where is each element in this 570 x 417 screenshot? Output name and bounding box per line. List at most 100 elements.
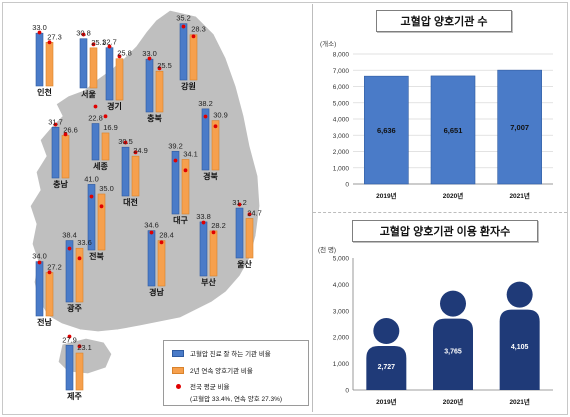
korea-map-shape [29, 9, 261, 375]
map-region-label-0: 인천 [37, 87, 52, 97]
map-bar-orange-3 [189, 34, 198, 81]
map-region-label-7: 대전 [123, 197, 138, 207]
patients-ytick-0: 0 [345, 388, 349, 395]
map-bar-orange-11 [245, 218, 254, 259]
map-bar-blue-7 [121, 146, 130, 197]
chart-title-patients: 고혈압 양호기관 이용 환자수 [352, 220, 538, 242]
map-value-blue-5: 31.7 [48, 117, 63, 126]
map-avg-dot-orange-9 [183, 168, 188, 173]
person-body-0 [366, 346, 407, 390]
institutions-xtick-2: 2021년 [509, 191, 529, 200]
panel-divider-horizontal [313, 212, 567, 213]
patients-ytick-2: 2,000 [333, 335, 350, 342]
legend-label-bar1: 고혈압 진료 잘 하는 기관 비율 [190, 351, 271, 358]
map-value-orange-1: 25.1 [91, 38, 106, 47]
person-body-1 [433, 318, 473, 390]
legend-label-dot: 전국 평균 비율 [190, 384, 230, 391]
map-value-blue-0: 33.0 [32, 23, 47, 32]
map-avg-dot-blue-14 [67, 246, 72, 251]
map-value-blue-6: 22.8 [88, 114, 103, 123]
map-value-orange-2: 25.8 [117, 49, 132, 58]
institutions-bar-1 [430, 75, 476, 185]
map-region-label-8: 경북 [203, 171, 218, 181]
legend-swatch-orange [172, 366, 184, 374]
map-bar-blue-12 [199, 221, 208, 277]
institutions-value-label-2: 7,007 [510, 123, 529, 132]
patients-ytick-3: 3,000 [333, 308, 350, 315]
map-value-orange-14: 33.6 [77, 238, 92, 247]
map-value-blue-4: 33.0 [142, 49, 157, 58]
map-avg-dot-blue-8 [203, 114, 208, 119]
map-value-blue-11: 31.2 [232, 198, 247, 207]
bar-ytick-7: 7,000 [333, 68, 350, 75]
map-value-orange-12: 28.2 [211, 221, 226, 230]
person-head-0 [373, 318, 400, 345]
map-bar-orange-6 [101, 132, 110, 161]
map-bar-blue-14 [65, 240, 74, 303]
map-avg-dot-blue-13 [149, 230, 154, 235]
map-bar-blue-10 [87, 184, 96, 251]
map-region-label-5: 충남 [53, 179, 68, 189]
institutions-value-label-0: 6,636 [377, 126, 396, 135]
panel-divider-vertical [312, 4, 313, 412]
map-value-orange-11: 24.7 [247, 208, 262, 217]
patients-xtick-0: 2019년 [376, 397, 396, 406]
person-head-2 [506, 281, 533, 308]
map-value-blue-3: 35.2 [176, 14, 191, 23]
map-avg-dot-blue-11 [237, 202, 242, 207]
patients-xtick-1: 2020년 [443, 397, 463, 406]
bar-ytick-8: 8,000 [333, 52, 350, 59]
legend-swatch-blue [172, 349, 184, 357]
institutions-bar-chart: 0 1,000 2,000 3,000 4,000 5,000 6,000 7,000 8,00… [333, 52, 553, 200]
map-bar-blue-5 [51, 126, 60, 179]
map-region-label-2: 경기 [107, 101, 122, 111]
map-avg-dot-orange-13 [159, 240, 164, 245]
legend-item-bar2: 2년 연속 양호기관 비율 [172, 365, 253, 375]
map-bar-blue-16 [65, 345, 74, 391]
map-avg-dot-blue-16 [67, 334, 72, 339]
bar-ytick-0: 0 [345, 182, 349, 189]
bar-ytick-3: 3,000 [333, 133, 350, 140]
map-value-orange-8: 30.9 [213, 111, 228, 120]
map-value-orange-6: 16.9 [103, 123, 118, 132]
map-value-orange-15: 27.2 [47, 262, 62, 271]
map-avg-dot-orange-8 [213, 124, 218, 129]
map-bar-orange-2 [115, 58, 124, 101]
map-avg-dot-blue-10 [89, 194, 94, 199]
map-value-blue-16: 27.9 [62, 335, 77, 344]
map-bar-orange-14 [75, 247, 84, 303]
map-region-label-11: 울산 [237, 259, 252, 269]
map-region-label-6: 세종 [93, 161, 108, 171]
map-value-blue-8: 38.2 [198, 99, 213, 108]
map-avg-dot-blue-7 [123, 140, 128, 145]
map-avg-dot-blue-0 [37, 30, 42, 35]
map-bar-blue-0 [35, 32, 44, 87]
map-value-blue-2: 32.7 [102, 38, 117, 47]
person-body-2 [499, 309, 540, 390]
map-bar-orange-4 [155, 70, 164, 113]
map-value-orange-10: 35.0 [99, 184, 114, 193]
map-bar-blue-6 [91, 123, 100, 161]
bar-ytick-6: 6,000 [333, 84, 350, 91]
map-value-orange-4: 25.5 [157, 61, 172, 70]
patients-xtick-2: 2021년 [509, 397, 529, 406]
map-value-blue-9: 39.2 [168, 141, 183, 150]
map-bar-orange-5 [61, 135, 70, 179]
map-bar-orange-0 [45, 42, 54, 87]
patients-value-label-1: 3,765 [444, 349, 462, 356]
person-head-1 [440, 290, 466, 317]
map-value-orange-3: 28.3 [191, 25, 206, 34]
map-region-label-13: 경남 [149, 287, 164, 297]
patients-value-label-2: 4,105 [511, 344, 529, 351]
map-value-blue-1: 30.8 [76, 29, 91, 38]
map-value-blue-15: 34.0 [32, 252, 47, 261]
bar-ytick-5: 5,000 [333, 100, 350, 107]
map-value-blue-7: 30.5 [118, 137, 133, 146]
patients-value-label-0: 2,727 [378, 364, 396, 371]
map-avg-dot-orange-6 [103, 114, 108, 119]
map-bar-blue-9 [171, 150, 180, 215]
map-avg-dot-blue-6 [93, 104, 98, 109]
map-bar-blue-1 [79, 38, 88, 89]
institutions-value-label-1: 6,651 [444, 126, 463, 135]
map-avg-dot-blue-15 [37, 260, 42, 265]
